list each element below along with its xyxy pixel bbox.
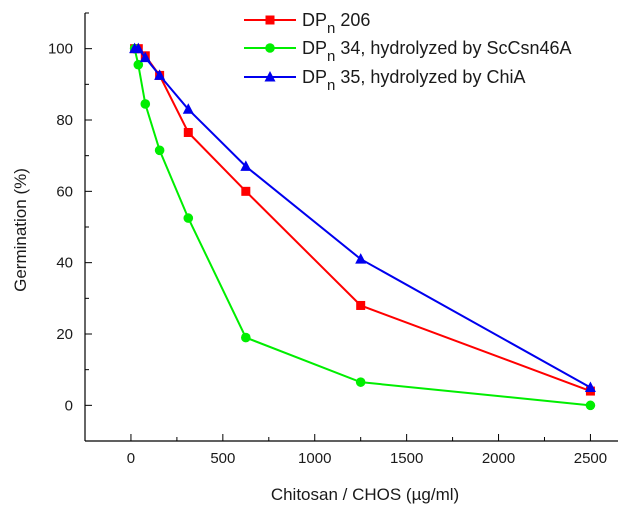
y-tick-label: 100 <box>48 41 73 58</box>
series-line <box>134 47 591 393</box>
x-tick-label: 1500 <box>390 450 423 467</box>
y-tick-label: 20 <box>56 326 73 343</box>
legend-entry-1: DPn 206 <box>244 10 370 37</box>
data-point <box>356 300 366 310</box>
data-point <box>241 332 251 343</box>
x-axis-title: Chitosan / CHOS (µg/ml) <box>271 485 459 504</box>
x-tick-label: 1000 <box>298 450 331 467</box>
x-tick-label: 500 <box>210 450 235 467</box>
y-tick-label: 80 <box>56 112 73 129</box>
legend-entry-3: DPn 35, hydrolyzed by ChiA <box>244 67 525 94</box>
y-tick-label: 40 <box>56 255 73 272</box>
data-point <box>241 186 251 196</box>
series-line <box>134 47 591 389</box>
data-point <box>133 59 144 70</box>
x-tick-label: 2500 <box>574 450 607 467</box>
series-2 <box>129 43 596 411</box>
legend-label: DPn 34, hydrolyzed by ScCsn46A <box>302 38 572 65</box>
legend-entry-2: DPn 34, hydrolyzed by ScCsn46A <box>244 38 572 65</box>
data-point <box>154 145 165 156</box>
data-point <box>154 69 166 80</box>
series-layer <box>129 42 596 411</box>
x-tick-label: 2000 <box>482 450 515 467</box>
series-3 <box>129 42 596 392</box>
data-point <box>139 51 151 63</box>
data-point <box>240 160 252 171</box>
legend-marker <box>265 15 275 25</box>
data-point <box>183 213 194 223</box>
data-point <box>182 103 194 114</box>
series-line <box>133 48 591 407</box>
y-tick-label: 60 <box>56 183 73 200</box>
data-point <box>355 377 366 387</box>
legend-marker <box>265 43 275 53</box>
data-point <box>132 42 144 54</box>
data-point <box>140 99 151 109</box>
x-tick-label: 0 <box>127 450 135 467</box>
legend-label: DPn 206 <box>302 10 370 37</box>
y-axis-title: Germination (%) <box>11 168 30 292</box>
series-1 <box>130 44 595 396</box>
data-point <box>355 253 367 264</box>
data-point <box>584 381 596 392</box>
legend-label: DPn 35, hydrolyzed by ChiA <box>302 67 525 94</box>
data-point <box>585 400 596 411</box>
y-tick-label: 0 <box>65 397 73 414</box>
legend-marker <box>264 71 276 82</box>
data-point <box>183 127 193 137</box>
